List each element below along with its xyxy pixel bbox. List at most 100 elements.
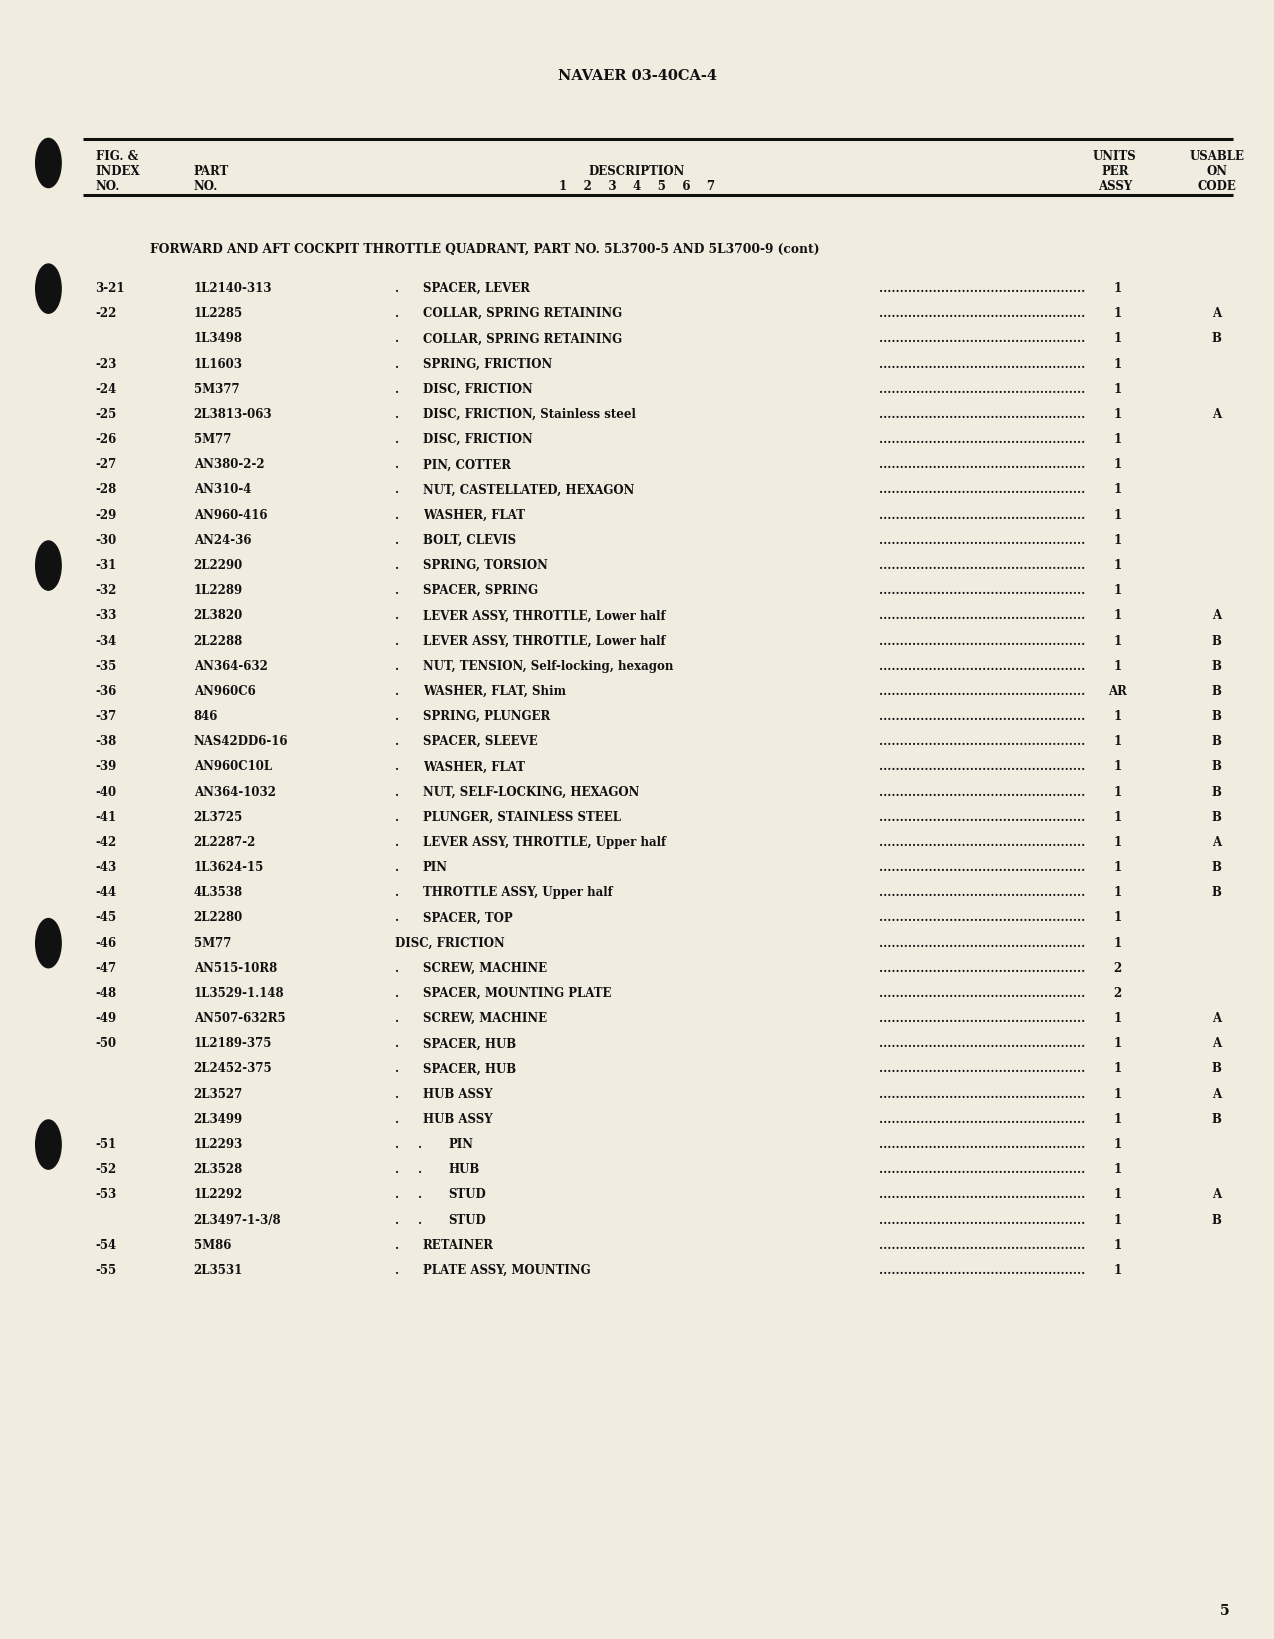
Text: 1L2289: 1L2289 [194, 583, 243, 597]
Text: 1: 1 [1113, 333, 1121, 346]
Text: -22: -22 [96, 306, 117, 320]
Text: 1: 1 [1113, 457, 1121, 470]
Text: .: . [418, 1188, 422, 1201]
Text: SPACER, SPRING: SPACER, SPRING [423, 583, 538, 597]
Text: SPRING, FRICTION: SPRING, FRICTION [423, 357, 552, 370]
Text: AN960C6: AN960C6 [194, 685, 255, 698]
Text: 1: 1 [1113, 1237, 1121, 1251]
Text: 4L3538: 4L3538 [194, 885, 243, 898]
Text: ..................................................: ........................................… [879, 282, 1085, 295]
Text: .: . [395, 685, 399, 698]
Text: 1: 1 [1113, 1062, 1121, 1075]
Text: SPACER, HUB: SPACER, HUB [423, 1062, 516, 1075]
Text: A: A [1212, 836, 1222, 849]
Text: 1: 1 [1113, 559, 1121, 572]
Text: ..................................................: ........................................… [879, 1113, 1085, 1124]
Text: 1: 1 [1113, 282, 1121, 295]
Text: ..................................................: ........................................… [879, 1011, 1085, 1024]
Text: 2L2288: 2L2288 [194, 634, 243, 647]
Text: .: . [395, 734, 399, 747]
Text: NAS42DD6-16: NAS42DD6-16 [194, 734, 288, 747]
Text: .: . [395, 960, 399, 974]
Text: 1: 1 [1113, 382, 1121, 395]
Text: .: . [395, 508, 399, 521]
Text: .: . [395, 1062, 399, 1075]
Text: A: A [1212, 408, 1222, 421]
Text: -28: -28 [96, 484, 117, 497]
Text: .: . [395, 382, 399, 395]
Text: .: . [395, 810, 399, 823]
Text: NUT, TENSION, Self-locking, hexagon: NUT, TENSION, Self-locking, hexagon [423, 659, 674, 672]
Text: ..................................................: ........................................… [879, 960, 1085, 974]
Text: HUB: HUB [448, 1162, 480, 1175]
Text: 1    2    3    4    5    6    7: 1 2 3 4 5 6 7 [559, 180, 715, 192]
Text: .: . [395, 885, 399, 898]
Text: -32: -32 [96, 583, 117, 597]
Text: 1: 1 [1113, 710, 1121, 723]
Text: WASHER, FLAT: WASHER, FLAT [423, 760, 525, 774]
Text: NO.: NO. [96, 180, 120, 192]
Text: A: A [1212, 610, 1222, 621]
Text: -36: -36 [96, 685, 117, 698]
Text: COLLAR, SPRING RETAINING: COLLAR, SPRING RETAINING [423, 306, 622, 320]
Text: .: . [395, 659, 399, 672]
Text: 1L3529-1.148: 1L3529-1.148 [194, 987, 284, 1000]
Text: ..................................................: ........................................… [879, 785, 1085, 798]
Text: SPACER, MOUNTING PLATE: SPACER, MOUNTING PLATE [423, 987, 612, 1000]
Text: RETAINER: RETAINER [423, 1237, 494, 1251]
Text: ..................................................: ........................................… [879, 559, 1085, 572]
Text: INDEX: INDEX [96, 164, 140, 177]
Text: AN960-416: AN960-416 [194, 508, 268, 521]
Text: ..................................................: ........................................… [879, 685, 1085, 698]
Text: SPACER, LEVER: SPACER, LEVER [423, 282, 530, 295]
Text: 1: 1 [1113, 610, 1121, 621]
Text: 2L3499: 2L3499 [194, 1113, 243, 1124]
Text: ..................................................: ........................................… [879, 457, 1085, 470]
Text: -26: -26 [96, 433, 117, 446]
Text: 1: 1 [1113, 885, 1121, 898]
Text: 1: 1 [1113, 357, 1121, 370]
Text: -54: -54 [96, 1237, 117, 1251]
Text: 846: 846 [194, 710, 218, 723]
Text: ..................................................: ........................................… [879, 936, 1085, 949]
Text: NAVAER 03-40CA-4: NAVAER 03-40CA-4 [558, 69, 716, 84]
Text: AN380-2-2: AN380-2-2 [194, 457, 264, 470]
Text: -29: -29 [96, 508, 117, 521]
Text: 1: 1 [1113, 1087, 1121, 1100]
Text: ..................................................: ........................................… [879, 1237, 1085, 1251]
Text: ..................................................: ........................................… [879, 911, 1085, 924]
Text: PER: PER [1101, 164, 1129, 177]
Text: AN515-10R8: AN515-10R8 [194, 960, 276, 974]
Text: .: . [395, 1087, 399, 1100]
Text: DISC, FRICTION: DISC, FRICTION [423, 433, 533, 446]
Text: -37: -37 [96, 710, 117, 723]
Text: .: . [395, 333, 399, 346]
Text: 1L3624-15: 1L3624-15 [194, 860, 264, 874]
Text: PIN, COTTER: PIN, COTTER [423, 457, 511, 470]
Text: AN960C10L: AN960C10L [194, 760, 271, 774]
Text: WASHER, FLAT: WASHER, FLAT [423, 508, 525, 521]
Text: B: B [1212, 710, 1222, 723]
Text: 2L3527: 2L3527 [194, 1087, 243, 1100]
Text: 1: 1 [1113, 1264, 1121, 1277]
Ellipse shape [36, 919, 61, 969]
Text: -41: -41 [96, 810, 117, 823]
Text: -30: -30 [96, 534, 117, 546]
Text: 2L3820: 2L3820 [194, 610, 243, 621]
Text: 1: 1 [1113, 1213, 1121, 1226]
Text: PIN: PIN [423, 860, 448, 874]
Text: .: . [395, 860, 399, 874]
Text: PART: PART [194, 164, 229, 177]
Text: -51: -51 [96, 1137, 117, 1151]
Text: DISC, FRICTION, Stainless steel: DISC, FRICTION, Stainless steel [423, 408, 636, 421]
Text: 5M77: 5M77 [194, 936, 231, 949]
Text: -55: -55 [96, 1264, 117, 1277]
Text: A: A [1212, 1011, 1222, 1024]
Text: B: B [1212, 860, 1222, 874]
Ellipse shape [36, 139, 61, 188]
Text: A: A [1212, 306, 1222, 320]
Text: .: . [395, 559, 399, 572]
Text: ..................................................: ........................................… [879, 333, 1085, 346]
Text: 2L3813-063: 2L3813-063 [194, 408, 273, 421]
Text: 1L1603: 1L1603 [194, 357, 242, 370]
